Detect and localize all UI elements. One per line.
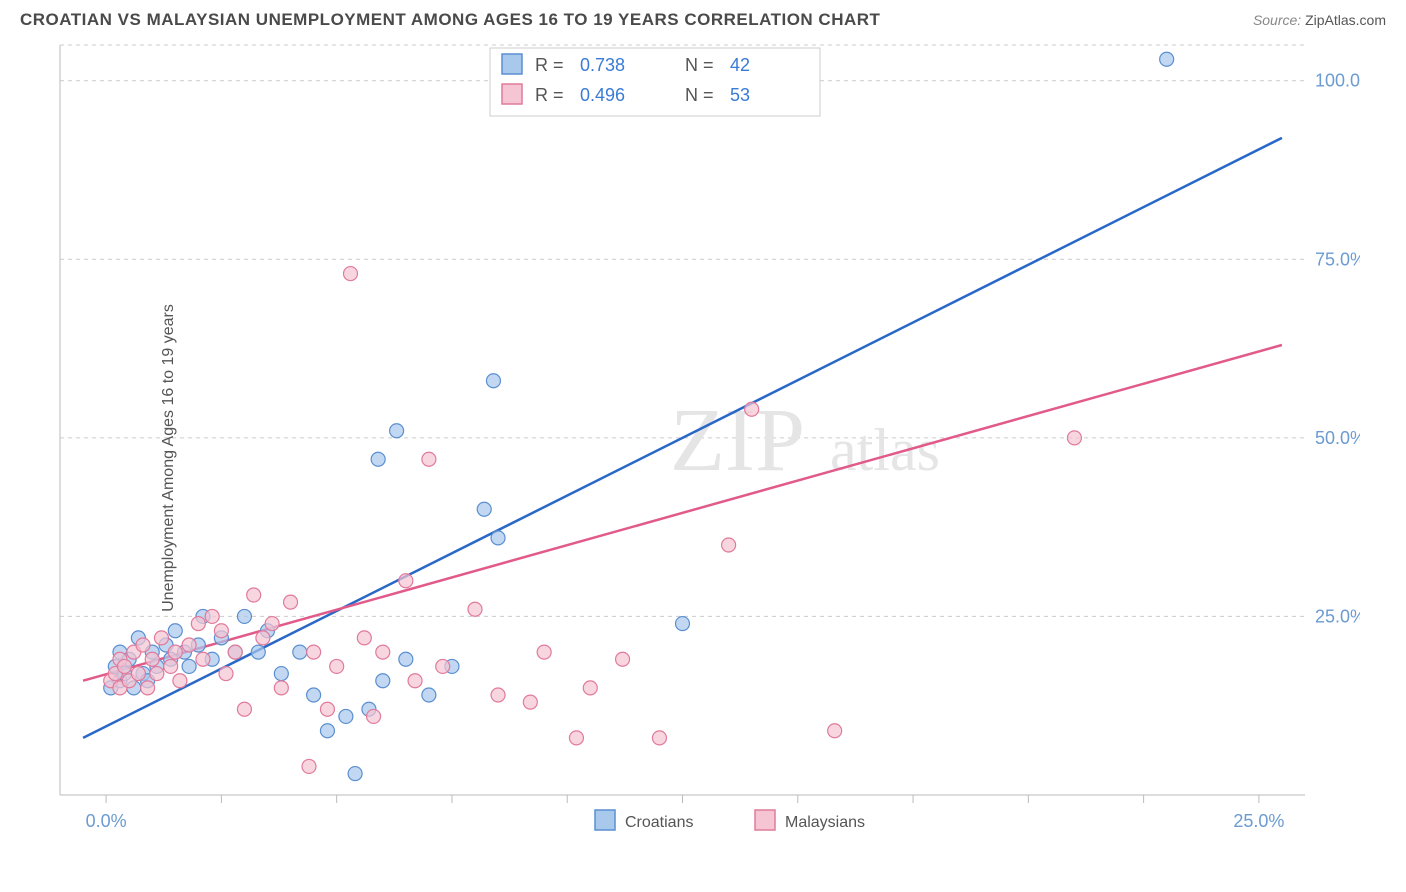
scatter-point (676, 617, 690, 631)
scatter-point (265, 617, 279, 631)
source-name: ZipAtlas.com (1305, 12, 1386, 28)
y-tick-label: 50.0% (1315, 428, 1360, 448)
scatter-point (228, 645, 242, 659)
legend-swatch (755, 810, 775, 830)
scatter-point (196, 652, 210, 666)
scatter-point (357, 631, 371, 645)
scatter-point (320, 702, 334, 716)
scatter-point (330, 659, 344, 673)
y-axis-label: Unemployment Among Ages 16 to 19 years (160, 304, 178, 612)
scatter-point (219, 667, 233, 681)
svg-text:R =: R = (535, 55, 564, 75)
scatter-point (118, 659, 132, 673)
scatter-point (537, 645, 551, 659)
scatter-point (293, 645, 307, 659)
scatter-point (491, 688, 505, 702)
scatter-point (136, 638, 150, 652)
scatter-point (307, 688, 321, 702)
scatter-point (145, 652, 159, 666)
scatter-point (141, 681, 155, 695)
scatter-point (1067, 431, 1081, 445)
x-tick-label: 0.0% (86, 811, 127, 831)
scatter-point (390, 424, 404, 438)
scatter-point (348, 767, 362, 781)
scatter-point (274, 667, 288, 681)
scatter-point (408, 674, 422, 688)
scatter-point (214, 624, 228, 638)
scatter-point (173, 674, 187, 688)
scatter-point (274, 681, 288, 695)
legend-label: Croatians (625, 814, 693, 831)
scatter-point (344, 267, 358, 281)
scatter-point (376, 674, 390, 688)
scatter-point (371, 452, 385, 466)
correlation-chart: 25.0% 50.0% 75.0% 100.0% ZIP atlas 0.0% 25.0% R … (50, 40, 1360, 875)
scatter-point (205, 609, 219, 623)
scatter-point (154, 631, 168, 645)
scatter-point (168, 624, 182, 638)
legend-label: Malaysians (785, 814, 865, 831)
y-tick-label: 100.0% (1315, 71, 1360, 91)
scatter-point (251, 645, 265, 659)
y-tick-label: 25.0% (1315, 606, 1360, 626)
chart-title: CROATIAN VS MALAYSIAN UNEMPLOYMENT AMONG… (20, 10, 880, 30)
scatter-point (745, 402, 759, 416)
scatter-point (436, 659, 450, 673)
scatter-point (399, 652, 413, 666)
legend-swatch (502, 84, 522, 104)
scatter-point (1160, 52, 1174, 66)
scatter-point (320, 724, 334, 738)
scatter-point (722, 538, 736, 552)
svg-text:0.738: 0.738 (580, 55, 625, 75)
scatter-point (569, 731, 583, 745)
svg-text:53: 53 (730, 85, 750, 105)
scatter-point (247, 588, 261, 602)
svg-text:ZIP: ZIP (670, 391, 805, 490)
scatter-point (237, 609, 251, 623)
x-tick-label: 25.0% (1233, 811, 1284, 831)
y-tick-label: 75.0% (1315, 249, 1360, 269)
scatter-point (302, 759, 316, 773)
scatter-point (284, 595, 298, 609)
svg-text:N =: N = (685, 55, 714, 75)
scatter-point (523, 695, 537, 709)
svg-text:R =: R = (535, 85, 564, 105)
scatter-point (399, 574, 413, 588)
scatter-point (468, 602, 482, 616)
scatter-point (164, 659, 178, 673)
scatter-point (376, 645, 390, 659)
svg-text:N =: N = (685, 85, 714, 105)
scatter-point (652, 731, 666, 745)
legend-swatch (595, 810, 615, 830)
svg-text:42: 42 (730, 55, 750, 75)
scatter-point (237, 702, 251, 716)
scatter-point (131, 667, 145, 681)
svg-text:0.496: 0.496 (580, 85, 625, 105)
source-attribution: Source: ZipAtlas.com (1253, 12, 1386, 28)
scatter-point (339, 709, 353, 723)
scatter-point (182, 659, 196, 673)
scatter-point (422, 688, 436, 702)
scatter-point (182, 638, 196, 652)
scatter-point (307, 645, 321, 659)
legend-swatch (502, 54, 522, 74)
scatter-point (477, 502, 491, 516)
scatter-point (616, 652, 630, 666)
scatter-point (367, 709, 381, 723)
scatter-point (191, 617, 205, 631)
scatter-point (168, 645, 182, 659)
scatter-point (583, 681, 597, 695)
scatter-point (422, 452, 436, 466)
scatter-point (828, 724, 842, 738)
scatter-point (491, 531, 505, 545)
scatter-point (256, 631, 270, 645)
scatter-point (486, 374, 500, 388)
source-prefix: Source: (1253, 12, 1305, 28)
scatter-point (150, 667, 164, 681)
svg-text:atlas: atlas (830, 417, 940, 483)
